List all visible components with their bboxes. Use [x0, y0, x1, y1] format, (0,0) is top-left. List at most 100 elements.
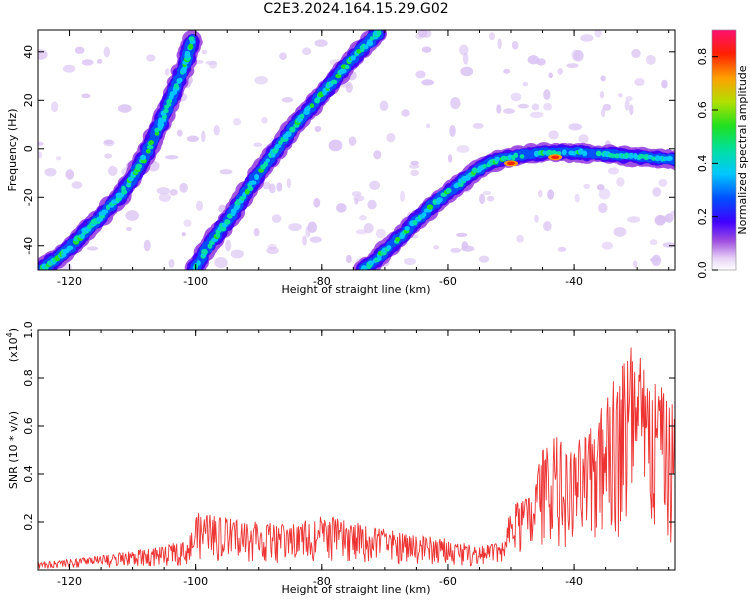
speckle [386, 133, 396, 143]
speckle [455, 232, 468, 237]
spectrogram-frame [37, 29, 676, 271]
speckle [51, 101, 59, 113]
speckle [415, 70, 426, 79]
speckle [379, 100, 389, 112]
speckle [616, 177, 625, 187]
speckle [632, 260, 638, 268]
snr-ytick-label: 0.6 [22, 417, 35, 435]
speckle [661, 79, 668, 89]
speckle [179, 182, 188, 193]
ridge-blob [188, 43, 194, 50]
speckle [81, 59, 94, 66]
speckle [117, 104, 132, 113]
speckle [649, 257, 661, 262]
ridge-blob [376, 30, 382, 36]
snr-ytick-label: 0.8 [22, 369, 35, 387]
speckle [594, 30, 602, 38]
ridge-blob [643, 154, 650, 161]
speckle [601, 241, 613, 250]
speckle [534, 214, 539, 223]
speckle [574, 193, 580, 203]
speckle [345, 82, 353, 93]
speckle [401, 109, 410, 117]
snr-ytick-label: 0.4 [22, 465, 35, 483]
speckle [433, 245, 440, 250]
speckle [354, 198, 359, 205]
ridge-blob [363, 44, 369, 50]
speckle [268, 183, 276, 194]
speckle [97, 58, 103, 64]
speckle [450, 97, 461, 110]
speckle [169, 189, 178, 196]
speckle [568, 123, 583, 131]
speckle [164, 68, 170, 76]
speckle [543, 102, 552, 111]
spectrogram-ytick-label: -20 [22, 188, 35, 206]
speckle [548, 130, 559, 140]
speckle [408, 164, 420, 169]
speckle [607, 167, 619, 175]
spectrogram-xtick-label: -80 [313, 275, 331, 288]
speckle [181, 232, 186, 237]
spectrogram-panel: -120 -100 -80 -60 -40 -40 -20 0 20 40 Height of s… [6, 29, 676, 296]
speckle [662, 242, 675, 248]
speckle [613, 226, 627, 237]
speckle [367, 199, 377, 210]
speckle [86, 246, 99, 251]
speckle [459, 44, 469, 56]
ridge-blob [254, 174, 260, 180]
snr-background [38, 330, 675, 570]
speckle [425, 123, 431, 129]
figure-title: C2E3.2024.164.15.29.G02 [263, 1, 449, 17]
speckle [214, 257, 228, 269]
ridge-blob [624, 152, 630, 159]
speckle [38, 151, 43, 159]
spectrogram-ridges [38, 30, 675, 270]
speckle [74, 46, 85, 55]
speckle [373, 150, 382, 160]
spectrogram-ytick-label: 40 [22, 45, 35, 59]
speckle [213, 125, 220, 136]
ridge-blob [638, 154, 645, 159]
speckle [547, 189, 554, 200]
speckle [537, 189, 543, 198]
speckle [516, 234, 524, 243]
spectrogram-xtick-label: -60 [439, 275, 457, 288]
speckle [201, 130, 206, 143]
snr-xtick-label: -80 [313, 575, 331, 588]
ridge-blob [188, 36, 195, 42]
speckle [634, 78, 645, 86]
ridge-blob [275, 143, 282, 149]
snr-scale-label: (x104) [5, 328, 20, 362]
speckle [598, 202, 608, 214]
speckle [496, 104, 502, 114]
colorbar-gradient [712, 30, 736, 270]
speckle [631, 48, 641, 58]
ridge-blob [404, 226, 410, 231]
snr-frame [37, 329, 676, 571]
speckle [472, 122, 484, 129]
speckle [186, 135, 199, 143]
speckle [627, 216, 641, 223]
speckle [254, 75, 268, 85]
speckle [629, 104, 634, 116]
speckle [314, 125, 322, 133]
ridge-blob [330, 79, 338, 85]
speckle [359, 215, 367, 221]
ridge-blob [628, 152, 634, 159]
speckle [447, 154, 453, 163]
ridge-blob [247, 186, 254, 192]
speckle [482, 190, 491, 196]
speckle [38, 141, 44, 146]
ridge-blob [101, 209, 109, 214]
speckle [510, 92, 522, 102]
speckle [195, 200, 204, 211]
spectrogram-ytick-label: -40 [22, 237, 35, 255]
speckle [103, 46, 110, 58]
speckle [600, 75, 606, 82]
snr-ytick-label: 1.0 [22, 321, 35, 339]
snr-xlabel: Height of straight line (km) [281, 583, 430, 596]
speckle [302, 235, 307, 246]
speckle [511, 40, 519, 50]
ridge-blob [507, 154, 513, 160]
